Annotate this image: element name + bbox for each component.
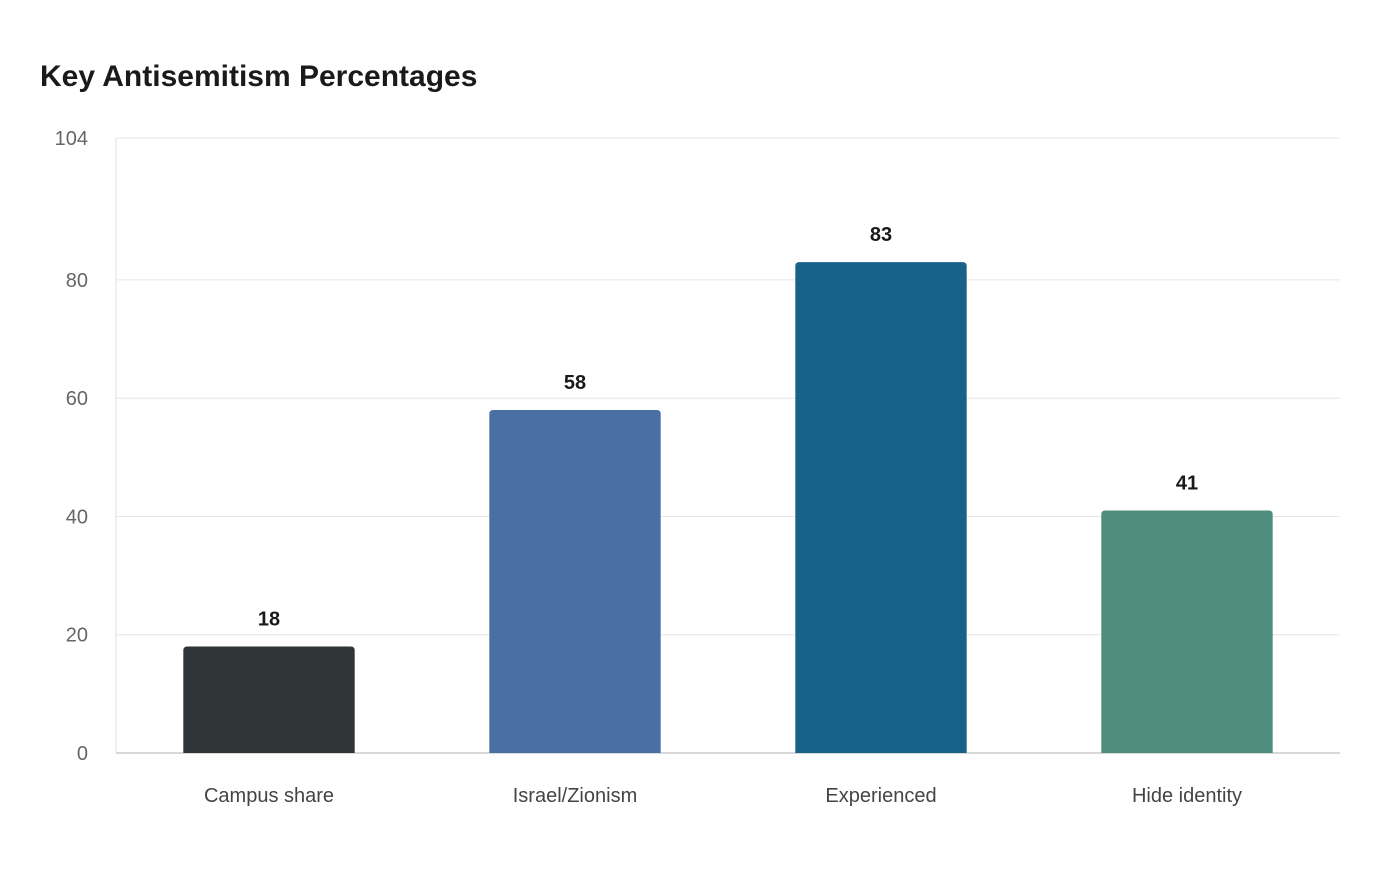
y-tick-label: 0	[77, 743, 88, 765]
x-tick-label: Israel/Zionism	[513, 785, 637, 807]
bars	[183, 262, 1273, 753]
bar	[795, 262, 967, 753]
bar	[489, 410, 661, 753]
y-tick-label: 104	[55, 128, 88, 150]
y-tick-label: 20	[66, 625, 88, 647]
y-tick-label: 60	[66, 388, 88, 410]
data-label: 18	[258, 609, 280, 631]
x-tick-label: Experienced	[825, 785, 936, 807]
x-tick-label: Hide identity	[1132, 785, 1242, 807]
data-label: 58	[564, 372, 586, 394]
data-label: 83	[870, 224, 892, 246]
data-label: 41	[1176, 473, 1198, 495]
bar	[1101, 510, 1273, 753]
chart-title: Key Antisemitism Percentages	[40, 60, 478, 93]
labels: 0 20 40 60 80 104 18 Campus share 58 Israel/Zioni…	[55, 128, 1242, 807]
y-tick-label: 40	[66, 506, 88, 528]
bar	[183, 646, 355, 753]
y-tick-label: 80	[66, 270, 88, 292]
x-tick-label: Campus share	[204, 785, 334, 807]
